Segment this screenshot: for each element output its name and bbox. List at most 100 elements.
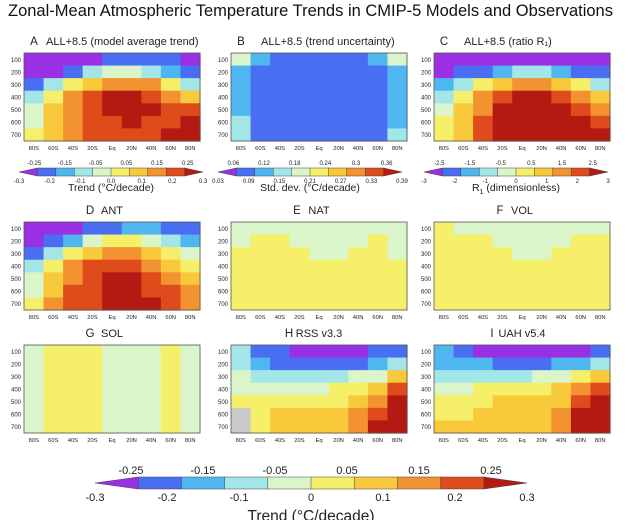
heatmap-cell <box>121 345 142 359</box>
heatmap-cell <box>512 222 533 236</box>
heatmap-cell <box>492 128 513 142</box>
panel-label: RSS v3.3 <box>296 328 342 340</box>
panel-d: D ANT 100 200 300 400 500 600 700 80S 60S 40S 20S Eq 2… <box>11 205 201 321</box>
x-tick-label: 40S <box>275 315 285 321</box>
panel-frame <box>433 344 611 434</box>
heatmap-cell <box>570 128 592 142</box>
heatmap-cell <box>250 284 271 299</box>
heatmap-cell <box>63 247 84 261</box>
heatmap-cell <box>551 345 572 359</box>
heatmap-cell <box>180 115 201 130</box>
colorbar-swatch <box>460 167 480 177</box>
heatmap-cell <box>328 382 349 396</box>
heatmap-cell <box>492 259 513 273</box>
heatmap-cell <box>309 222 330 236</box>
heatmap-cell <box>24 382 45 396</box>
heatmap-cell <box>289 272 310 286</box>
missing-cell <box>231 407 252 422</box>
heatmap-cell <box>453 115 474 130</box>
x-tick-label: 60N <box>575 146 586 152</box>
heatmap-cell <box>453 128 474 142</box>
colorbar-lower-tick: 0 <box>514 179 518 185</box>
heatmap-cell <box>367 222 389 236</box>
heatmap-cell <box>512 297 533 311</box>
x-tick-label: 40S <box>68 438 78 444</box>
x-tick-label: Eq <box>108 146 115 152</box>
heatmap-cell <box>160 53 182 67</box>
heatmap-cell <box>348 345 369 359</box>
heatmap-cell <box>551 357 572 371</box>
heatmap-cell <box>590 297 611 311</box>
y-tick-label: 700 <box>218 302 229 308</box>
heatmap-cell <box>590 128 611 142</box>
x-tick-label: 20N <box>333 146 344 152</box>
heatmap-cell <box>453 259 474 273</box>
heatmap-cell <box>309 234 330 248</box>
heatmap-cell <box>250 103 271 117</box>
x-tick-label: 60N <box>372 315 383 321</box>
colorbar-lower-tick: 3 <box>606 179 610 185</box>
heatmap-cell <box>434 222 455 236</box>
heatmap-cells <box>24 345 201 434</box>
heatmap-cell <box>551 284 572 299</box>
heatmap-cell <box>328 103 349 117</box>
heatmap-cell <box>453 90 474 104</box>
heatmap-cell <box>102 128 123 142</box>
y-tick-label: 400 <box>218 265 229 271</box>
panel-letter: G <box>86 328 95 340</box>
heatmap-cell <box>512 259 533 273</box>
heatmap-cell <box>160 103 182 117</box>
heatmap-cell <box>570 272 592 286</box>
heatmap-cell <box>141 284 162 299</box>
heatmap-cell <box>348 78 369 92</box>
heatmap-cell <box>141 222 162 236</box>
heatmap-cell <box>590 247 611 261</box>
heatmap-cell <box>309 407 330 422</box>
colorbar-swatch <box>147 167 167 177</box>
heatmap-cell <box>328 420 349 434</box>
heatmap-cell <box>309 370 330 384</box>
heatmap-cell <box>24 222 45 236</box>
heatmap-cell <box>121 297 142 311</box>
y-tick-label: 600 <box>11 290 22 296</box>
heatmap-cell <box>121 357 142 371</box>
x-tick-label: Eq <box>315 315 322 321</box>
heatmap-cell <box>348 357 369 371</box>
heatmap-cell <box>270 247 291 261</box>
heatmap-cell <box>43 128 64 142</box>
y-tick-label: 200 <box>11 70 22 76</box>
heatmap-cell <box>570 78 592 92</box>
heatmap-cell <box>250 297 271 311</box>
heatmap-cell <box>309 297 330 311</box>
x-tick-label: 60S <box>48 438 58 444</box>
heatmap-cell <box>63 407 84 422</box>
heatmap-cell <box>82 222 103 236</box>
x-tick-label: 80N <box>185 146 196 152</box>
heatmap-cell <box>570 382 592 396</box>
heatmap-cell <box>141 357 162 371</box>
heatmap-cell <box>387 65 408 79</box>
colorbar-upper-tick: 0.12 <box>258 161 270 167</box>
heatmap-cell <box>434 78 455 92</box>
heatmap-cell <box>590 103 611 117</box>
heatmap-cell <box>82 115 103 130</box>
heatmap-cell <box>180 395 201 409</box>
heatmap-cell <box>348 370 369 384</box>
panel-letter: A <box>30 36 38 48</box>
heatmap-cell <box>141 297 162 311</box>
heatmap-cell <box>180 78 201 92</box>
heatmap-cell <box>102 234 123 248</box>
heatmap-cell <box>82 407 103 422</box>
heatmap-cell <box>250 128 271 142</box>
heatmap-cell <box>309 382 330 396</box>
heatmap-cell <box>82 357 103 371</box>
heatmap-cell <box>570 357 592 371</box>
heatmap-cell <box>473 234 494 248</box>
x-tick-label: 20S <box>497 438 507 444</box>
heatmap-cell <box>141 90 162 104</box>
heatmap-cell <box>43 382 64 396</box>
heatmap-cell <box>512 382 533 396</box>
panel-label: VOL <box>511 205 533 217</box>
heatmap-cell <box>309 345 330 359</box>
